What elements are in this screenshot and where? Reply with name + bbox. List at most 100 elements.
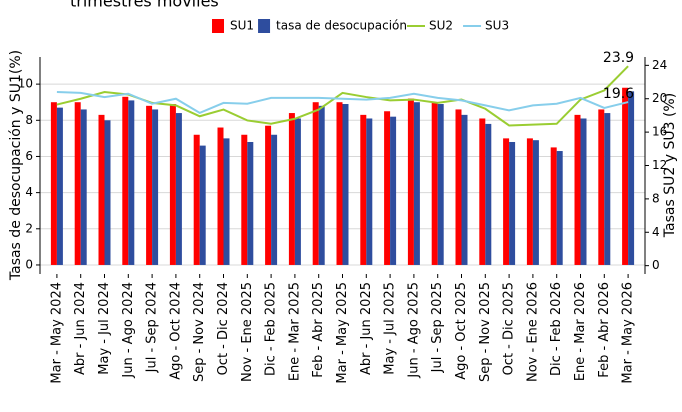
- bar: [479, 118, 486, 265]
- y-tick-label: 4: [25, 185, 33, 199]
- y-tick-label: 6: [25, 149, 33, 163]
- data-label: 23.9: [603, 50, 634, 66]
- y-tick-label: 2: [25, 221, 33, 235]
- x-tick-label: Oct - Dic 2024: [216, 282, 231, 375]
- legend-swatch: [212, 19, 224, 33]
- bar: [104, 120, 111, 265]
- bar: [407, 98, 414, 265]
- bar: [169, 104, 176, 265]
- legend-swatch: [258, 19, 271, 33]
- bar: [622, 87, 629, 265]
- x-tick-label: Sep - Nov 2025: [478, 282, 493, 382]
- bar: [503, 138, 510, 265]
- line: [56, 91, 629, 115]
- bar: [526, 138, 533, 265]
- legend-label: tasa de desocupación: [276, 19, 407, 33]
- bar: [550, 147, 557, 265]
- bar: [628, 91, 635, 265]
- bar: [342, 104, 349, 265]
- bar: [509, 141, 516, 265]
- x-tick-label: Feb - Abr 2025: [311, 282, 326, 378]
- bar: [532, 140, 539, 265]
- y-axis-label: Tasas de desocupación y SU1(%): [8, 50, 24, 281]
- bar: [413, 102, 420, 265]
- bar: [193, 134, 200, 265]
- y2-tick-label: 12: [652, 158, 667, 172]
- x-tick-label: Ago - Oct 2025: [454, 282, 469, 380]
- x-tick-label: May - Jul 2024: [97, 282, 112, 375]
- bar: [336, 102, 343, 265]
- bar: [461, 114, 468, 265]
- legend-label: SU3: [485, 19, 509, 33]
- y2-tick-label: 4: [652, 225, 660, 239]
- bar: [294, 118, 301, 265]
- x-tick-label: Abr - Jun 2024: [73, 282, 88, 375]
- bar: [598, 109, 605, 265]
- y2-axis-label: Tasas SU2 y SU3 (%): [662, 93, 678, 238]
- x-tick-label: Nov - Ene 2025: [240, 282, 255, 382]
- y-tick-label: 10: [18, 77, 33, 91]
- bar: [98, 114, 105, 265]
- x-tick-label: Ene - Mar 2025: [287, 282, 302, 381]
- bar: [580, 118, 587, 265]
- y2-tick-label: 16: [652, 125, 667, 139]
- bar: [455, 109, 462, 265]
- bar: [366, 118, 373, 265]
- bar: [437, 104, 444, 265]
- bar: [146, 105, 153, 265]
- x-tick-label: Jul - Sep 2025: [430, 282, 445, 373]
- x-tick-label: Mar - May 2025: [335, 282, 350, 384]
- bar: [384, 111, 391, 265]
- bar: [271, 134, 278, 265]
- x-tick-label: Nov - Ene 2026: [525, 282, 540, 382]
- bar: [80, 109, 87, 265]
- bar: [199, 145, 206, 265]
- data-label: 19.6: [603, 86, 634, 102]
- x-tick-label: Dic - Feb 2025: [264, 282, 279, 376]
- bar: [247, 141, 254, 265]
- y2-tick-label: 8: [652, 191, 660, 205]
- x-tick-label: Sep - Nov 2024: [192, 282, 207, 382]
- bar: [390, 116, 397, 265]
- bar: [556, 151, 563, 265]
- bar: [50, 102, 57, 265]
- y2-tick-label: 20: [652, 91, 667, 105]
- x-tick-label: Ago - Oct 2024: [168, 282, 183, 380]
- bar: [175, 113, 182, 265]
- bar: [223, 138, 230, 265]
- bar: [318, 105, 325, 265]
- y2-tick-label: 24: [652, 58, 667, 72]
- bar: [604, 113, 611, 265]
- x-tick-label: Jul - Sep 2024: [145, 282, 160, 373]
- bar: [128, 100, 135, 265]
- y-tick-label: 8: [25, 113, 33, 127]
- bar: [217, 127, 224, 265]
- bar: [312, 102, 319, 265]
- x-tick-label: Mar - May 2026: [621, 282, 636, 384]
- bar: [74, 102, 81, 265]
- bar: [122, 96, 129, 265]
- x-tick-label: Jun - Ago 2024: [121, 282, 136, 379]
- x-tick-label: Ene - Mar 2026: [573, 282, 588, 381]
- bar: [56, 107, 63, 265]
- x-tick-label: Jun - Ago 2025: [406, 282, 421, 379]
- legend-label: SU1: [230, 19, 254, 33]
- bar: [241, 134, 248, 265]
- x-tick-label: Oct - Dic 2025: [502, 282, 517, 375]
- bar: [574, 114, 581, 265]
- legend-label: SU2: [429, 19, 453, 33]
- bar: [288, 113, 295, 265]
- x-tick-label: Dic - Feb 2026: [549, 282, 564, 376]
- bar: [431, 102, 438, 265]
- bar: [152, 109, 159, 265]
- bar: [485, 123, 492, 265]
- x-tick-label: Feb - Abr 2026: [597, 282, 612, 378]
- chart-title: trimestres móviles: [70, 0, 219, 11]
- y2-tick-label: 0: [652, 258, 660, 272]
- bar: [360, 114, 367, 265]
- bar: [265, 125, 272, 265]
- x-tick-label: Mar - May 2024: [49, 282, 64, 384]
- x-tick-label: May - Jul 2025: [383, 282, 398, 375]
- y-tick-label: 0: [25, 257, 33, 271]
